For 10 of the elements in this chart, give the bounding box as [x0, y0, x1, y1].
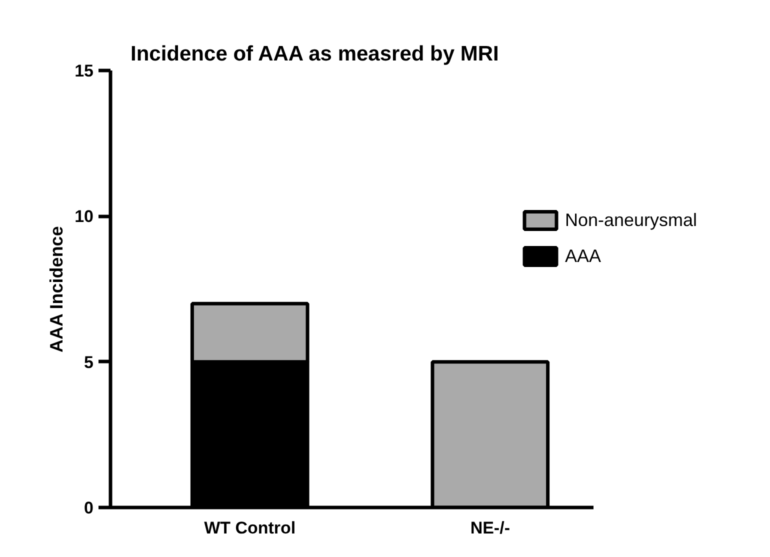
y-tick-label: 5 [84, 352, 94, 372]
x-tick-label: NE-/- [470, 518, 510, 538]
y-axis-title: AAA Incidence [46, 226, 67, 353]
x-tick-label: WT Control [204, 518, 296, 538]
legend-label: AAA [565, 246, 602, 266]
y-tick-label: 0 [84, 498, 94, 518]
legend-label: Non-aneurysmal [565, 210, 698, 230]
y-tick-label: 10 [74, 207, 94, 226]
chart-title: Incidence of AAA as measred by MRI [130, 42, 499, 66]
y-tick-label: 15 [74, 62, 94, 80]
